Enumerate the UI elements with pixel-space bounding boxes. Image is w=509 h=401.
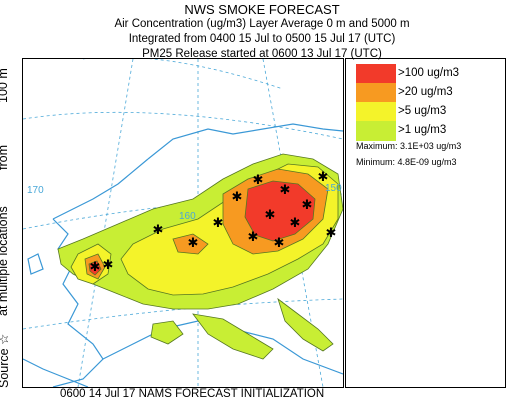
svg-text:✱: ✱ [248, 229, 259, 244]
smoke-contour-100 [88, 180, 316, 276]
svg-text:✱: ✱ [188, 235, 199, 250]
legend-item-20: >20 ug/m3 [356, 83, 496, 103]
side-locations-text: at multiple locations [0, 206, 10, 316]
legend-label-20: >20 ug/m3 [398, 86, 453, 98]
svg-text:✱: ✱ [90, 259, 101, 274]
lon-label-170: 170 [27, 185, 44, 196]
concentration-subtitle: Air Concentration (ug/m3) Layer Average … [114, 18, 410, 30]
svg-text:✱: ✱ [232, 189, 243, 204]
forecast-title: NWS SMOKE FORECAST [184, 2, 340, 17]
lon-label-160: 160 [179, 211, 196, 222]
legend-swatch-100 [356, 64, 396, 84]
forecast-initialization: 0600 14 Jul 17 NAMS FORECAST INITIALIZAT… [60, 388, 325, 400]
svg-text:✱: ✱ [326, 225, 337, 240]
side-from-text: from [0, 145, 10, 170]
svg-text:✱: ✱ [213, 215, 224, 230]
legend-label-5: >5 ug/m3 [398, 105, 447, 117]
legend-label-100: >100 ug/m3 [398, 67, 460, 79]
legend-swatch-5 [356, 102, 396, 122]
header: NWS SMOKE FORECAST Air Concentration (ug… [22, 0, 502, 62]
source-markers: ✱ ✱ ✱ ✱ ✱ ✱ ✱ ✱ ✱ ✱ ✱ ✱ ✱ ✱ ✱ [90, 169, 337, 274]
svg-text:✱: ✱ [103, 257, 114, 272]
legend-label-1: >1 ug/m3 [398, 124, 447, 136]
side-height-text: 100 m [0, 68, 10, 103]
svg-text:✱: ✱ [265, 207, 276, 222]
source-side-label: Source ☆ at multiple locations from 100 … [0, 58, 16, 388]
svg-text:✱: ✱ [153, 222, 164, 237]
svg-text:✱: ✱ [318, 169, 329, 184]
integration-period: Integrated from 0400 15 Jul to 0500 15 J… [128, 33, 396, 45]
release-info: PM25 Release started at 0600 13 Jul 17 (… [142, 48, 382, 60]
map-canvas: ✱ ✱ ✱ ✱ ✱ ✱ ✱ ✱ ✱ ✱ ✱ ✱ ✱ ✱ ✱ 170 160 15… [23, 59, 343, 387]
svg-text:✱: ✱ [274, 235, 285, 250]
lon-label-150: 150 [325, 183, 342, 194]
legend-item-5: >5 ug/m3 [356, 102, 496, 122]
maximum-value: Maximum: 3.1E+03 ug/m3 [356, 141, 462, 151]
svg-text:✱: ✱ [290, 215, 301, 230]
legend-item-1: >1 ug/m3 [356, 121, 496, 141]
svg-text:✱: ✱ [302, 197, 313, 212]
concentration-legend: >100 ug/m3 >20 ug/m3 >5 ug/m3 >1 ug/m3 M… [345, 58, 506, 388]
smoke-map: ✱ ✱ ✱ ✱ ✱ ✱ ✱ ✱ ✱ ✱ ✱ ✱ ✱ ✱ ✱ 170 160 15… [22, 58, 344, 388]
side-source-text: Source ☆ [0, 334, 11, 388]
legend-swatch-1 [356, 121, 396, 141]
legend-swatch-20 [356, 83, 396, 103]
svg-text:✱: ✱ [280, 182, 291, 197]
minimum-value: Minimum: 4.8E-09 ug/m3 [356, 157, 457, 167]
svg-text:✱: ✱ [253, 172, 264, 187]
legend-item-100: >100 ug/m3 [356, 64, 496, 84]
